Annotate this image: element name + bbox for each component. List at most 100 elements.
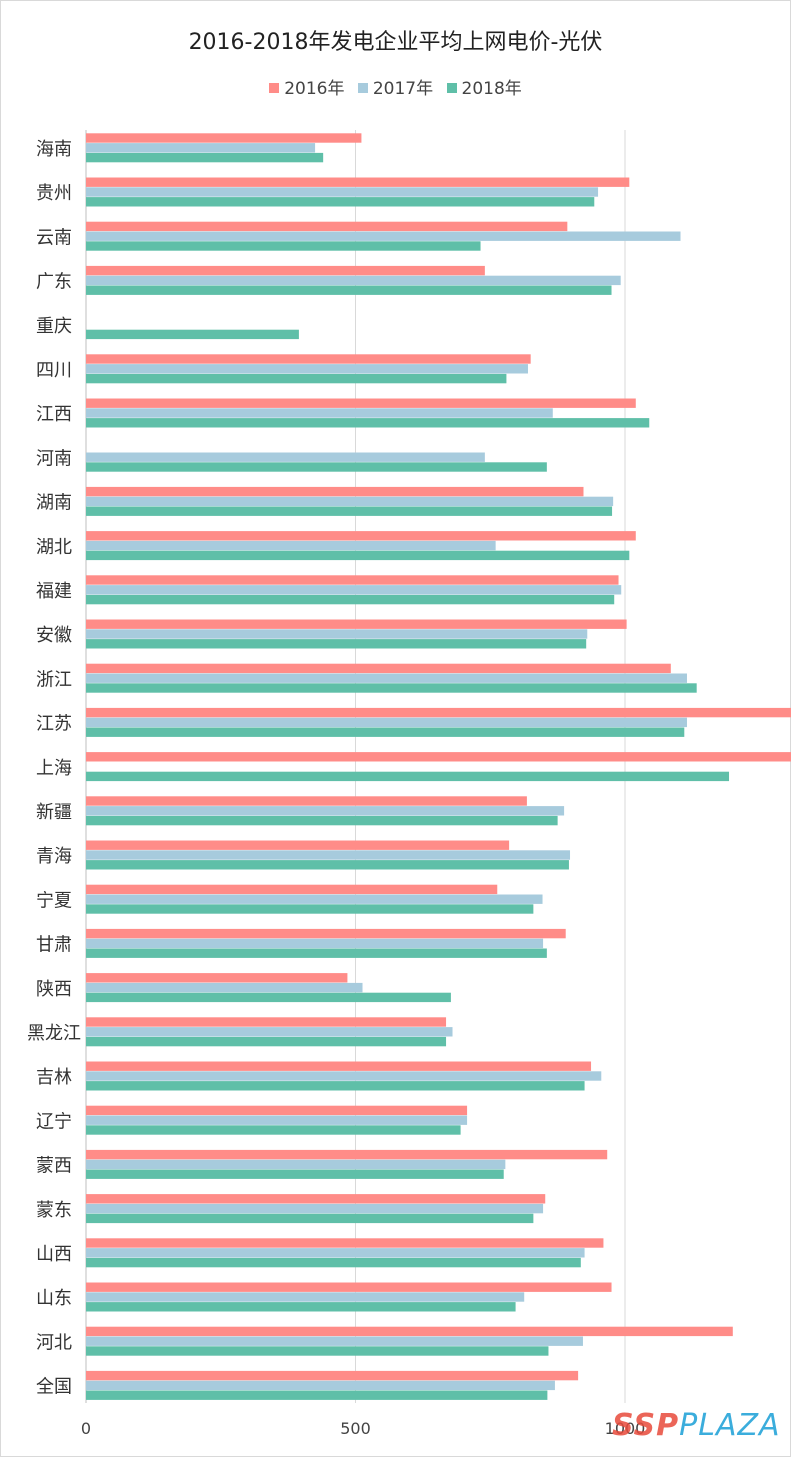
bar-2018年-陕西 [86, 992, 451, 1003]
category-label: 重庆 [36, 316, 72, 337]
bar-2017年-蒙东 [86, 1203, 544, 1214]
bar-2016年-全国 [86, 1370, 579, 1381]
bar-2017年-吉林 [86, 1071, 602, 1081]
category-label: 黑龙江 [27, 1023, 81, 1044]
bar-2017年-黑龙江 [86, 1027, 453, 1037]
category-label: 河北 [36, 1332, 72, 1353]
category-label: 陕西 [36, 979, 72, 1000]
bar-2016年-湖南 [86, 486, 584, 497]
category-label: 甘肃 [36, 935, 72, 956]
labels-layer: 05001000150020002500海南贵州云南广东重庆四川江西河南湖南湖北… [27, 139, 646, 1438]
bar-2016年-吉林 [86, 1061, 592, 1071]
bar-2016年-海南 [86, 133, 362, 143]
bar-2016年-广东 [86, 265, 485, 276]
category-label: 江西 [36, 404, 72, 425]
bar-2018年-湖南 [86, 506, 613, 516]
bar-2018年-重庆 [86, 329, 299, 340]
bar-2017年-湖北 [86, 540, 496, 551]
bar-2017年-青海 [86, 850, 571, 860]
bar-2017年-海南 [86, 143, 316, 153]
bar-2018年-黑龙江 [86, 1036, 447, 1047]
x-tick-label-1000: 1000 [605, 1419, 646, 1438]
category-label: 新疆 [36, 802, 72, 823]
bars-layer [86, 133, 791, 1400]
category-label: 湖南 [36, 493, 72, 514]
x-tick-label-0: 0 [81, 1419, 91, 1438]
bar-2018年-蒙西 [86, 1169, 504, 1179]
bar-2017年-四川 [86, 364, 528, 374]
bar-2017年-江西 [86, 408, 553, 418]
bar-2016年-河北 [86, 1326, 733, 1337]
bar-2016年-江西 [86, 398, 636, 408]
category-label: 浙江 [36, 669, 72, 690]
bar-2018年-新疆 [86, 815, 558, 826]
legend-swatch-2018 [446, 83, 457, 93]
bar-2017年-新疆 [86, 806, 565, 816]
bar-2018年-湖北 [86, 550, 630, 561]
bar-2018年-江西 [86, 418, 650, 428]
bar-2017年-宁夏 [86, 894, 543, 904]
category-label: 青海 [36, 846, 72, 867]
bar-2018年-福建 [86, 594, 615, 605]
bar-2016年-四川 [86, 354, 531, 364]
bar-2018年-江苏 [86, 727, 685, 737]
bar-2016年-新疆 [86, 796, 527, 806]
category-label: 安徽 [36, 625, 72, 646]
bar-2017年-江苏 [86, 717, 687, 728]
bar-2018年-海南 [86, 152, 324, 163]
category-label: 蒙东 [36, 1200, 72, 1221]
bar-2018年-蒙东 [86, 1213, 534, 1224]
grid-layer [85, 130, 626, 1403]
legend-item-2018: 2018年 [446, 74, 522, 99]
bar-2017年-安徽 [86, 629, 588, 639]
category-label: 福建 [36, 581, 72, 602]
bar-2016年-云南 [86, 221, 568, 232]
category-label: 江苏 [36, 714, 72, 735]
bar-2016年-蒙西 [86, 1149, 608, 1160]
bar-2016年-甘肃 [86, 928, 566, 939]
watermark-part-a: SSP [612, 1408, 680, 1443]
bar-2018年-河北 [86, 1346, 549, 1356]
category-label: 广东 [36, 272, 72, 293]
category-label: 辽宁 [36, 1111, 72, 1132]
bar-2017年-山东 [86, 1292, 525, 1302]
bar-2018年-浙江 [86, 683, 697, 693]
category-label: 四川 [36, 360, 72, 381]
bar-2017年-辽宁 [86, 1115, 468, 1125]
bar-2018年-宁夏 [86, 904, 534, 914]
bar-2016年-黑龙江 [86, 1017, 447, 1027]
legend-item-2016: 2016年 [269, 74, 344, 99]
bar-2016年-山西 [86, 1238, 604, 1248]
bar-2018年-山东 [86, 1302, 516, 1312]
bar-2016年-辽宁 [86, 1105, 468, 1116]
bar-2016年-山东 [86, 1282, 612, 1292]
category-label: 山西 [36, 1244, 72, 1265]
bar-2018年-安徽 [86, 639, 587, 649]
bar-2017年-广东 [86, 275, 621, 286]
bar-2018年-青海 [86, 860, 569, 870]
watermark-logo: SSPPLAZA [612, 1408, 781, 1443]
legend-label-2017: 2017年 [372, 79, 434, 99]
bar-2017年-全国 [86, 1380, 555, 1391]
bar-2016年-青海 [86, 840, 510, 850]
bar-2016年-浙江 [86, 663, 671, 674]
bar-2017年-贵州 [86, 187, 599, 197]
bar-2016年-安徽 [86, 619, 627, 629]
bar-2016年-湖北 [86, 531, 636, 541]
bar-2016年-福建 [86, 575, 619, 585]
legend-swatch-2017 [357, 83, 368, 93]
legend-label-2018: 2018年 [461, 79, 522, 99]
bar-2018年-四川 [86, 373, 507, 384]
legend-item-2017: 2017年 [357, 74, 434, 99]
category-label: 河南 [36, 448, 72, 469]
bar-2016年-江苏 [86, 707, 791, 718]
category-label: 上海 [36, 758, 72, 779]
x-tick-label-500: 500 [340, 1419, 371, 1438]
chart-title: 2016-2018年发电企业平均上网电价-光伏 [188, 30, 603, 55]
bar-2018年-云南 [86, 241, 481, 251]
legend: 2016年 2017年 2018年 [0, 74, 791, 99]
bar-2018年-吉林 [86, 1081, 585, 1091]
bar-2017年-河北 [86, 1336, 583, 1346]
bar-2017年-山西 [86, 1248, 585, 1258]
